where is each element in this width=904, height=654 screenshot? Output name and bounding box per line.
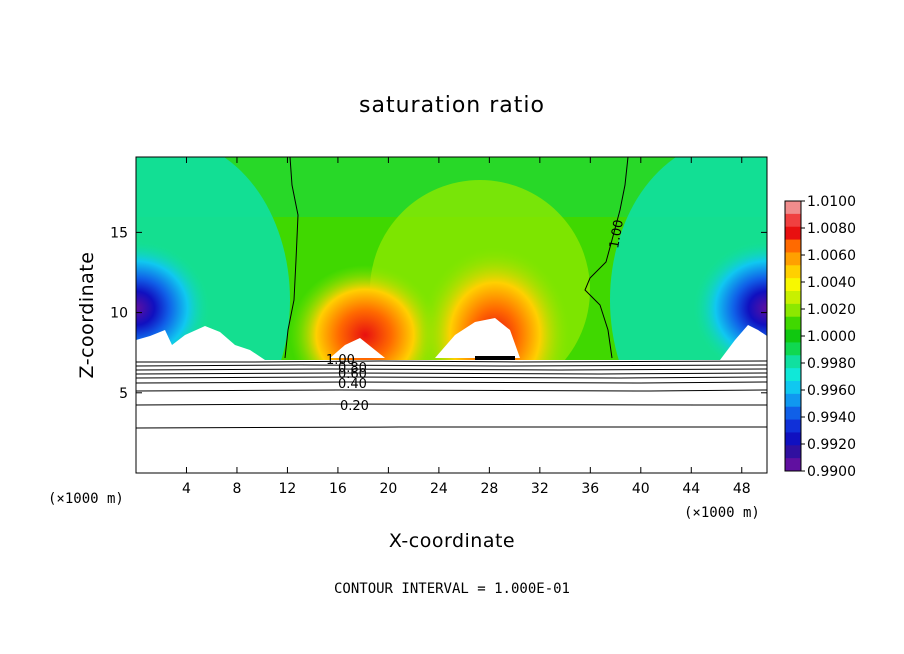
colorbar-label: 1.0060 (807, 248, 856, 264)
colorbar-segment (785, 368, 801, 382)
colorbar-segment (785, 278, 801, 292)
colorbar-segment (785, 303, 801, 318)
x-tick-label: 12 (279, 481, 297, 497)
x-tick-label: 8 (232, 481, 241, 497)
colorbar-segment (785, 355, 801, 369)
colorbar-segment (785, 239, 801, 253)
colorbar-segment (785, 291, 801, 305)
colorbar-segment (785, 316, 801, 331)
colorbar-label: 1.0020 (807, 302, 856, 318)
x-tick-label: 20 (379, 481, 397, 497)
x-tick-label: 36 (581, 481, 599, 497)
colorbar (784, 200, 802, 472)
colorbar-label: 1.0100 (807, 194, 856, 210)
colorbar-segment (785, 419, 801, 433)
x-axis-title: X-coordinate (389, 530, 515, 552)
contour-label-3: 0.60 (338, 367, 367, 382)
contour-label-5: 0.20 (340, 399, 369, 414)
x-unit-left: (×1000 m) (48, 491, 124, 507)
chart-title: saturation ratio (359, 93, 545, 118)
x-tick-label: 32 (531, 481, 549, 497)
colorbar-labels: 1.0100 1.0080 1.0060 1.0040 1.0020 1.0000 0.99… (801, 194, 856, 480)
x-tick-label: 48 (733, 481, 751, 497)
contour-label-4: 0.40 (338, 377, 367, 392)
colorbar-segment (785, 445, 801, 459)
colorbar-segment (785, 458, 801, 472)
colorbar-segment (785, 406, 801, 421)
y-tick-label: 15 (110, 225, 128, 241)
colorbar-label: 1.0000 (807, 329, 856, 345)
colorbar-label: 0.9920 (807, 437, 856, 453)
y-tick-label: 10 (110, 306, 128, 322)
colorbar-segment (785, 265, 801, 279)
colorbar-label: 0.9960 (807, 383, 856, 399)
y-tick-label: 5 (119, 386, 128, 402)
contour-interval-note: CONTOUR INTERVAL = 1.000E-01 (334, 581, 570, 597)
plot-frame (135, 156, 768, 474)
contour-label-2: 0.80 (338, 361, 367, 376)
y-axis-title: Z-coordinate (76, 252, 98, 379)
colorbar-label: 0.9940 (807, 410, 856, 426)
colorbar-segment (785, 393, 801, 408)
x-axis-ticks: 4 8 12 16 20 24 28 32 36 40 44 48 (182, 157, 751, 497)
colorbar-segment (785, 329, 801, 343)
x-tick-label: 16 (329, 481, 347, 497)
colorbar-segment (785, 432, 801, 446)
colorbar-segment (785, 201, 801, 215)
x-tick-label: 44 (682, 481, 700, 497)
colorbar-label: 1.0080 (807, 221, 856, 237)
contour-label-6: 1.00 (607, 219, 627, 250)
colorbar-segment (785, 342, 801, 356)
x-tick-label: 40 (632, 481, 650, 497)
colorbar-label: 0.9900 (807, 464, 856, 480)
x-unit-right: (×1000 m) (684, 505, 760, 521)
colorbar-label: 0.9980 (807, 356, 856, 372)
heatmap-field (136, 157, 767, 473)
contour-label-1: 1.00 (326, 353, 355, 368)
colorbar-segment (785, 226, 801, 241)
colorbar-segment (785, 213, 801, 228)
y-axis-ticks: 5 10 15 (110, 225, 767, 402)
colorbar-label: 1.0040 (807, 275, 856, 291)
x-tick-label: 4 (182, 481, 191, 497)
contour-labels: 1.00 0.80 0.60 0.40 0.20 1.00 (326, 219, 627, 414)
x-tick-label: 24 (430, 481, 448, 497)
colorbar-segment (785, 381, 801, 395)
x-tick-label: 28 (480, 481, 498, 497)
colorbar-segment (785, 252, 801, 266)
